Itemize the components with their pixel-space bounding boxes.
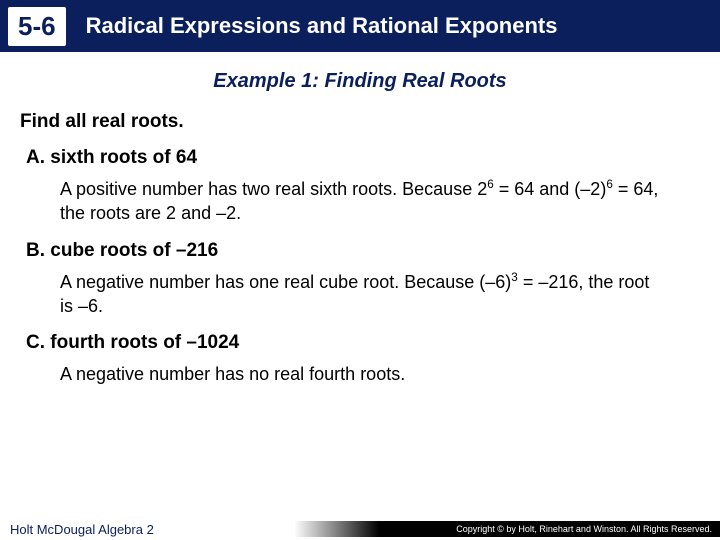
part-a-explanation: A positive number has two real sixth roo… xyxy=(60,177,660,226)
part-a-text-2: = 64 and (–2) xyxy=(494,179,607,199)
instruction-text: Find all real roots. xyxy=(20,111,700,133)
example-title: Example 1: Finding Real Roots xyxy=(20,70,700,93)
copyright-text: Copyright © by Holt, Rinehart and Winsto… xyxy=(456,524,712,534)
footer-gradient-bar: Copyright © by Holt, Rinehart and Winsto… xyxy=(294,521,720,537)
part-c-explanation: A negative number has no real fourth roo… xyxy=(60,362,660,386)
textbook-name: Holt McDougal Algebra 2 xyxy=(0,522,154,537)
part-b-text-1: A negative number has one real cube root… xyxy=(60,272,511,292)
part-b-explanation: A negative number has one real cube root… xyxy=(60,270,660,319)
slide-footer: Holt McDougal Algebra 2 Copyright © by H… xyxy=(0,518,720,540)
part-a-label: A. sixth roots of 64 xyxy=(26,147,700,169)
slide-content: Example 1: Finding Real Roots Find all r… xyxy=(0,52,720,386)
slide-header: 5-6 Radical Expressions and Rational Exp… xyxy=(0,0,720,52)
chapter-title: Radical Expressions and Rational Exponen… xyxy=(86,13,558,39)
part-b-label: B. cube roots of –216 xyxy=(26,240,700,262)
part-a-text-1: A positive number has two real sixth roo… xyxy=(60,179,487,199)
section-number-badge: 5-6 xyxy=(8,7,66,46)
part-c-label: C. fourth roots of –1024 xyxy=(26,332,700,354)
